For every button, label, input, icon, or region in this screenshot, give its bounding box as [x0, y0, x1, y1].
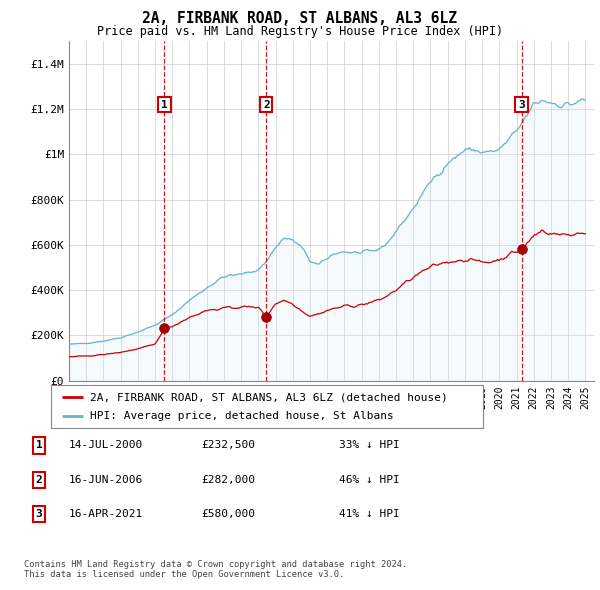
- Text: 33% ↓ HPI: 33% ↓ HPI: [339, 441, 400, 450]
- Text: 41% ↓ HPI: 41% ↓ HPI: [339, 509, 400, 519]
- Text: 3: 3: [35, 509, 43, 519]
- Text: 1: 1: [161, 100, 168, 110]
- Text: 16-APR-2021: 16-APR-2021: [69, 509, 143, 519]
- Text: Price paid vs. HM Land Registry's House Price Index (HPI): Price paid vs. HM Land Registry's House …: [97, 25, 503, 38]
- Text: 46% ↓ HPI: 46% ↓ HPI: [339, 475, 400, 484]
- Text: 16-JUN-2006: 16-JUN-2006: [69, 475, 143, 484]
- Text: 2A, FIRBANK ROAD, ST ALBANS, AL3 6LZ (detached house): 2A, FIRBANK ROAD, ST ALBANS, AL3 6LZ (de…: [90, 392, 448, 402]
- Text: Contains HM Land Registry data © Crown copyright and database right 2024.
This d: Contains HM Land Registry data © Crown c…: [24, 560, 407, 579]
- Text: £580,000: £580,000: [201, 509, 255, 519]
- Text: 1: 1: [35, 441, 43, 450]
- Text: 2A, FIRBANK ROAD, ST ALBANS, AL3 6LZ: 2A, FIRBANK ROAD, ST ALBANS, AL3 6LZ: [143, 11, 458, 25]
- Text: 2: 2: [263, 100, 269, 110]
- Text: 2: 2: [35, 475, 43, 484]
- Text: £232,500: £232,500: [201, 441, 255, 450]
- Text: 3: 3: [518, 100, 525, 110]
- Text: 14-JUL-2000: 14-JUL-2000: [69, 441, 143, 450]
- Text: HPI: Average price, detached house, St Albans: HPI: Average price, detached house, St A…: [90, 411, 394, 421]
- Text: £282,000: £282,000: [201, 475, 255, 484]
